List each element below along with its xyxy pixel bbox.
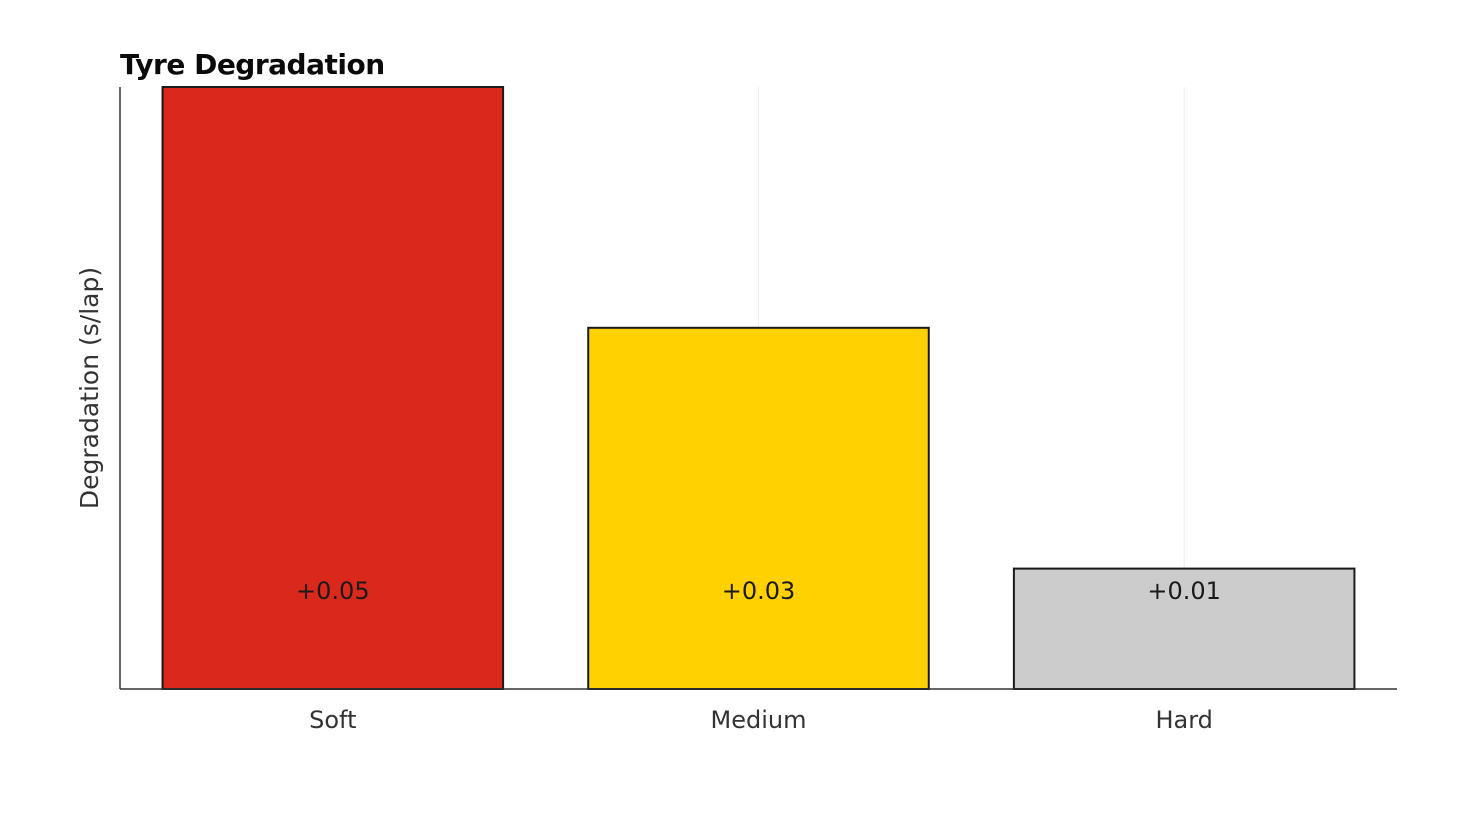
x-tick-label-hard: Hard — [1155, 706, 1212, 734]
x-tick-label-medium: Medium — [711, 706, 807, 734]
bars — [161, 86, 1356, 690]
data-label-hard: +0.01 — [1147, 577, 1221, 605]
x-tick-labels: Soft Medium Hard — [309, 706, 1213, 734]
data-labels: +0.05 +0.03 +0.01 — [296, 577, 1221, 605]
x-tick-label-soft: Soft — [309, 706, 356, 734]
data-label-medium: +0.03 — [722, 577, 796, 605]
bar-soft — [161, 86, 505, 690]
bar-hard — [1012, 567, 1356, 690]
bar-medium — [587, 326, 930, 690]
chart-title: Tyre Degradation — [120, 48, 385, 81]
y-axis-label: Degradation (s/lap) — [75, 267, 104, 509]
data-label-soft: +0.05 — [296, 577, 370, 605]
